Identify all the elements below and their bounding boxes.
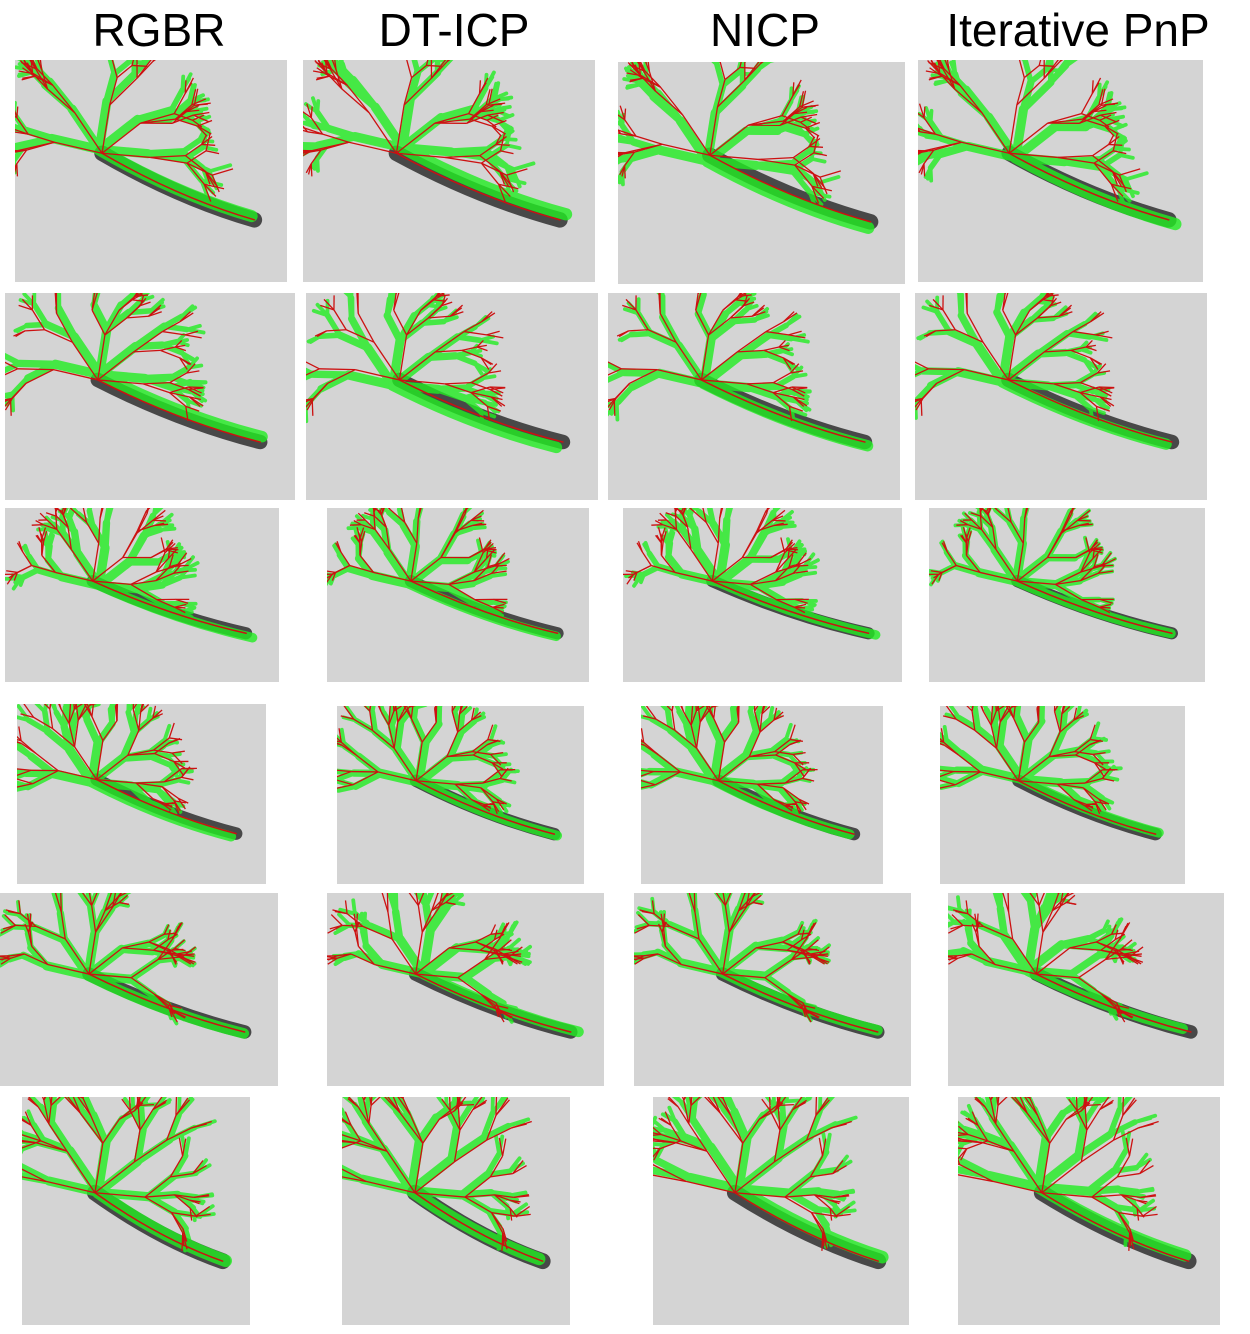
result-image-row2-dt-icp bbox=[306, 293, 598, 500]
angiogram-overlay-graphic bbox=[958, 1097, 1220, 1325]
result-image-row1-iterative-pnp bbox=[918, 60, 1203, 282]
result-image-row6-dt-icp bbox=[342, 1097, 570, 1325]
angiogram-overlay-graphic bbox=[653, 1097, 909, 1325]
angiogram-overlay-graphic bbox=[337, 706, 584, 884]
vessel-centerlines bbox=[0, 893, 246, 1033]
vessel-centerlines bbox=[5, 508, 247, 635]
vessel-centerlines bbox=[15, 60, 256, 221]
angiogram-overlay-graphic bbox=[623, 508, 902, 682]
result-image-row3-dt-icp bbox=[327, 508, 589, 682]
result-image-row4-dt-icp bbox=[337, 706, 584, 884]
projected-vessel-overlay bbox=[915, 293, 1172, 450]
result-image-row5-nicp bbox=[634, 893, 911, 1086]
result-image-row5-iterative-pnp bbox=[948, 893, 1224, 1086]
vessel-centerlines bbox=[653, 1097, 880, 1262]
result-image-row6-nicp bbox=[653, 1097, 909, 1325]
result-image-row2-rgbr bbox=[5, 293, 295, 500]
projected-vessel-overlay bbox=[641, 706, 855, 840]
angiogram-overlay-graphic bbox=[5, 508, 279, 682]
result-image-row1-nicp bbox=[618, 62, 905, 284]
result-image-row2-nicp bbox=[608, 293, 900, 500]
result-image-row5-dt-icp bbox=[327, 893, 604, 1086]
vessel-centerlines bbox=[940, 706, 1157, 835]
angiogram-overlay-graphic bbox=[634, 893, 911, 1086]
result-image-row4-nicp bbox=[641, 706, 883, 884]
angiogram-overlay-graphic bbox=[303, 60, 595, 282]
angiogram-overlay-graphic bbox=[915, 293, 1207, 500]
result-image-row4-rgbr bbox=[17, 704, 266, 884]
result-image-row1-rgbr bbox=[15, 60, 287, 282]
result-image-row3-iterative-pnp bbox=[929, 508, 1205, 682]
result-image-row5-rgbr bbox=[0, 893, 278, 1086]
column-header-iterative-pnp: Iterative PnP bbox=[946, 4, 1210, 56]
vessel-centerlines bbox=[327, 893, 572, 1033]
column-header-rgbr: RGBR bbox=[92, 4, 226, 56]
vessel-centerlines bbox=[608, 293, 866, 443]
vessel-centerlines bbox=[17, 704, 237, 835]
vessel-centerlines bbox=[623, 508, 870, 635]
result-image-row6-rgbr bbox=[22, 1097, 250, 1325]
column-header-dt-icp: DT-ICP bbox=[378, 4, 530, 56]
result-image-row3-nicp bbox=[623, 508, 902, 682]
angiogram-overlay-graphic bbox=[641, 706, 883, 884]
angiogram-overlay-graphic bbox=[327, 893, 604, 1086]
angiogram-overlay-graphic bbox=[618, 62, 905, 284]
vessel-centerlines bbox=[929, 508, 1173, 635]
vessel-centerlines bbox=[337, 706, 556, 835]
result-image-row2-iterative-pnp bbox=[915, 293, 1207, 500]
result-image-row4-iterative-pnp bbox=[940, 706, 1185, 884]
angiogram-overlay-graphic bbox=[0, 893, 278, 1086]
vessel-centerlines bbox=[22, 1097, 224, 1262]
angiogram-overlay-graphic bbox=[918, 60, 1203, 282]
vessel-centerlines bbox=[303, 60, 561, 221]
angiogram-overlay-graphic bbox=[940, 706, 1185, 884]
vessel-centerlines bbox=[915, 293, 1173, 443]
result-image-row3-rgbr bbox=[5, 508, 279, 682]
angiogram-overlay-graphic bbox=[17, 704, 266, 884]
vessel-centerlines bbox=[618, 62, 872, 223]
vessel-centerlines bbox=[958, 1097, 1190, 1262]
column-header-nicp: NICP bbox=[710, 4, 820, 56]
angiogram-overlay-graphic bbox=[22, 1097, 250, 1325]
vessel-centerlines bbox=[918, 60, 1170, 221]
angiogram-overlay-graphic bbox=[608, 293, 900, 500]
vessel-centerlines bbox=[634, 893, 879, 1033]
result-image-row6-iterative-pnp bbox=[958, 1097, 1220, 1325]
angiogram-overlay-graphic bbox=[327, 508, 589, 682]
angiogram-overlay-graphic bbox=[15, 60, 287, 282]
angiogram-overlay-graphic bbox=[5, 293, 295, 500]
angiogram-overlay-graphic bbox=[306, 293, 598, 500]
vessel-centerlines bbox=[342, 1097, 544, 1262]
angiogram-overlay-graphic bbox=[948, 893, 1224, 1086]
vessel-centerlines bbox=[306, 293, 564, 443]
vessel-centerlines bbox=[641, 706, 855, 835]
projected-vessel-overlay bbox=[5, 293, 268, 443]
vessel-centerlines bbox=[327, 508, 559, 635]
vessel-centerlines bbox=[948, 893, 1192, 1033]
result-image-row1-dt-icp bbox=[303, 60, 595, 282]
vessel-centerlines bbox=[5, 293, 261, 443]
angiogram-overlay-graphic bbox=[342, 1097, 570, 1325]
angiogram-overlay-graphic bbox=[929, 508, 1205, 682]
